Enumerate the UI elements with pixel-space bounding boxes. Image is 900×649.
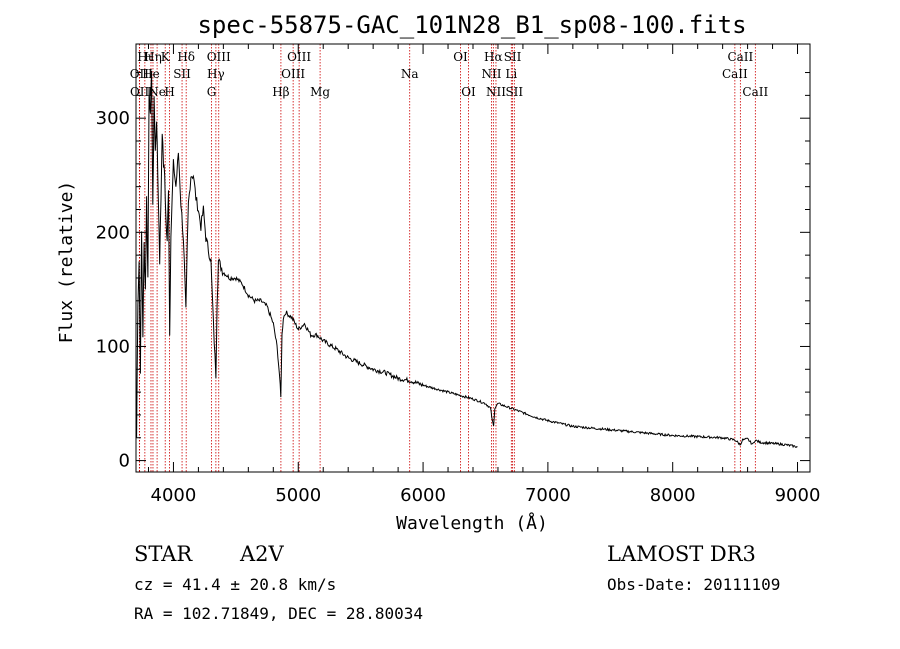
x-tick-label: 9000: [775, 485, 821, 506]
emission-line-label: OI: [461, 85, 476, 99]
emission-line-label: OI: [453, 50, 468, 64]
emission-line-label: Li: [505, 67, 517, 81]
x-tick-label: 8000: [650, 485, 696, 506]
object-subclass: A2V: [239, 542, 285, 566]
x-tick-label: 7000: [525, 485, 571, 506]
emission-line-label: Hα: [484, 50, 503, 64]
emission-line-label: Hη: [144, 50, 162, 64]
y-axis-ticks: 0 100 200 300: [96, 72, 810, 472]
emission-line-label: NII: [481, 67, 501, 81]
emission-line-label: SII: [504, 50, 522, 64]
chart-title: spec-55875-GAC_101N28_B1_sp08-100.fits: [197, 11, 746, 39]
y-tick-label: 200: [96, 222, 130, 243]
emission-line-label: K: [161, 50, 171, 64]
plot-frame: [135, 43, 811, 473]
emission-line-label: Mg: [310, 85, 330, 99]
emission-line-label: CaII: [742, 85, 768, 99]
emission-line-label: Ne: [148, 85, 166, 99]
emission-line-label: CaII: [722, 67, 748, 81]
emission-line-label: Hδ: [177, 50, 195, 64]
y-tick-label: 300: [96, 108, 130, 129]
y-tick-label: 100: [96, 336, 130, 357]
emission-line-label: He: [142, 67, 160, 81]
object-class: STAR: [134, 542, 193, 566]
emission-line-label: OIII: [281, 67, 305, 81]
obs-date: Obs-Date: 20111109: [607, 575, 780, 594]
emission-line-label: Hι: [137, 50, 152, 64]
emission-line-label: G: [207, 85, 217, 99]
emission-line-label: NII: [486, 85, 506, 99]
emission-line-label: OIII: [287, 50, 311, 64]
y-axis-label: Flux (relative): [56, 181, 77, 344]
x-tick-label: 5000: [275, 485, 321, 506]
x-axis-ticks: 4000 5000 6000 7000 8000 9000: [147, 44, 821, 506]
emission-line-label: Na: [401, 67, 419, 81]
emission-line-label: Hβ: [272, 85, 289, 99]
redshift-text: cz = 41.4 ± 20.8 km/s: [134, 575, 336, 594]
emission-line-label: SII: [505, 85, 523, 99]
emission-line-label: OIII: [207, 50, 231, 64]
emission-line-label: OII: [130, 85, 150, 99]
emission-line-label: H: [164, 85, 174, 99]
x-tick-label: 6000: [400, 485, 446, 506]
x-axis-label: Wavelength (Å): [396, 512, 548, 534]
emission-line-label: CaII: [727, 50, 753, 64]
x-tick-label: 4000: [151, 485, 197, 506]
emission-line-label: Hγ: [207, 67, 225, 81]
survey-name: LAMOST DR3: [607, 542, 756, 566]
emission-line-label: SII: [173, 67, 191, 81]
ra-dec-text: RA = 102.71849, DEC = 28.80034: [134, 604, 423, 623]
flux-series-line: [136, 70, 798, 449]
emission-line-label: OII: [130, 67, 150, 81]
emission-line-markers: [138, 44, 756, 472]
y-tick-label: 0: [119, 451, 130, 472]
